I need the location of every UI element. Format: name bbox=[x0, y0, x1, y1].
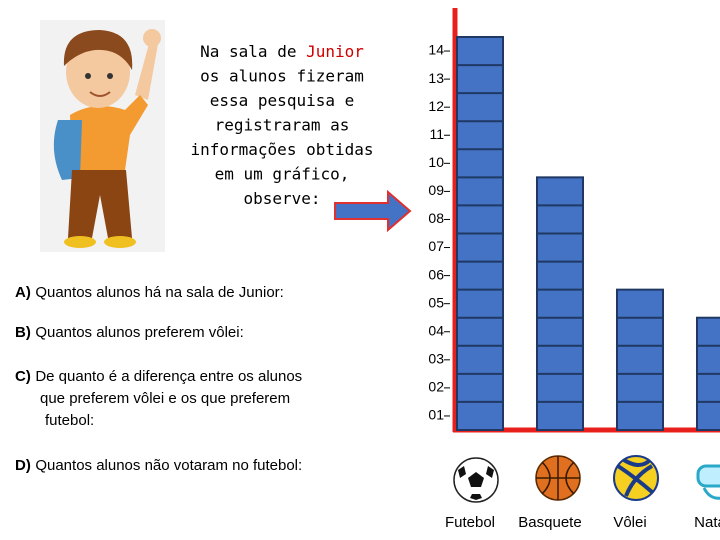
y-tick-label: 02 bbox=[428, 379, 444, 395]
intro-line: informações obtidas bbox=[190, 140, 373, 159]
question-label: B) bbox=[15, 324, 31, 341]
intro-line: observe: bbox=[243, 189, 320, 208]
intro-line: em um gráfico, bbox=[215, 165, 350, 184]
y-tick-label: 13 bbox=[428, 70, 444, 86]
sport-icons bbox=[453, 455, 720, 503]
question-line: D) Quantos alunos não votaram no futebol: bbox=[15, 457, 302, 474]
intro-line: Na sala de Junior bbox=[200, 42, 364, 61]
question-text: Quantos alunos não votaram no futebol: bbox=[35, 457, 302, 474]
question-line: B) Quantos alunos preferem vôlei: bbox=[15, 324, 244, 341]
question-text: Quantos alunos há na sala de Junior: bbox=[35, 284, 284, 301]
x-tick-label: Futebol bbox=[445, 514, 495, 531]
y-tick-label: 10 bbox=[428, 154, 444, 170]
bar bbox=[616, 288, 664, 431]
arrow bbox=[334, 189, 412, 233]
question-label: D) bbox=[15, 457, 31, 474]
y-tick-label: 12 bbox=[428, 98, 444, 114]
x-tick-label: Vôlei bbox=[613, 514, 646, 531]
question-line: C) De quanto é a diferença entre os aluno… bbox=[15, 368, 302, 385]
x-tick-label: Basquete bbox=[518, 514, 581, 531]
question-label: A) bbox=[15, 284, 31, 301]
boy-illustration bbox=[40, 20, 165, 252]
question-text: Quantos alunos preferem vôlei: bbox=[35, 324, 243, 341]
intro-line: os alunos fizeram bbox=[200, 67, 364, 86]
x-tick-label: Nata bbox=[694, 514, 720, 531]
y-tick-label: 14 bbox=[428, 42, 444, 58]
y-tick-label: 09 bbox=[428, 182, 444, 198]
question-line: que preferem vôlei e os que preferem bbox=[40, 390, 290, 407]
question-label: C) bbox=[15, 368, 31, 385]
intro-line: registraram as bbox=[215, 116, 350, 135]
intro-lead: Na sala de bbox=[200, 42, 296, 61]
bar bbox=[536, 176, 584, 431]
intro-line: essa pesquisa e bbox=[210, 91, 355, 110]
y-tick-label: 11 bbox=[429, 126, 444, 142]
y-tick-label: 06 bbox=[428, 266, 444, 282]
y-tick-label: 07 bbox=[428, 238, 444, 254]
intro-name: Junior bbox=[306, 42, 364, 61]
question-line: futebol: bbox=[45, 412, 94, 429]
y-tick-label: 01 bbox=[428, 407, 444, 423]
y-tick-label: 08 bbox=[428, 210, 444, 226]
y-tick-label: 03 bbox=[428, 351, 444, 367]
question-line: A) Quantos alunos há na sala de Junior: bbox=[15, 284, 284, 301]
question-text: De quanto é a diferença entre os alunos bbox=[35, 368, 302, 385]
y-tick-label: 04 bbox=[428, 322, 444, 338]
y-tick-label: 05 bbox=[428, 294, 444, 310]
